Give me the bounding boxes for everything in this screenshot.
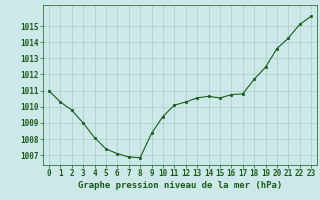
X-axis label: Graphe pression niveau de la mer (hPa): Graphe pression niveau de la mer (hPa) xyxy=(78,181,282,190)
